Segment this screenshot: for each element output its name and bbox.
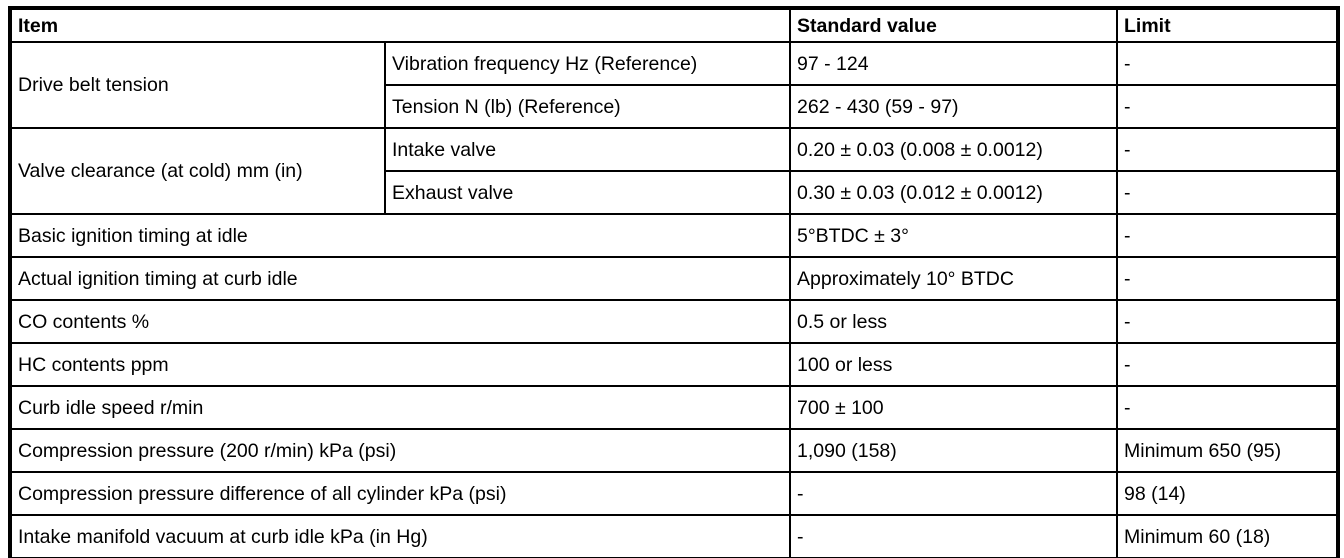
standard-value-cell: 0.20 ± 0.03 (0.008 ± 0.0012) — [789, 127, 1119, 172]
limit-cell: - — [1116, 170, 1340, 215]
standard-value-cell: 97 - 124 — [789, 41, 1119, 86]
table-row: HC contents ppm 100 or less - — [8, 342, 1340, 387]
standard-value-cell: 262 - 430 (59 - 97) — [789, 84, 1119, 129]
limit-cell: - — [1116, 127, 1340, 172]
limit-cell: - — [1116, 213, 1340, 258]
table-row: Curb idle speed r/min 700 ± 100 - — [8, 385, 1340, 430]
column-header-standard-value: Standard value — [789, 7, 1119, 43]
limit-cell: 98 (14) — [1116, 471, 1340, 516]
standard-value-cell: 1,090 (158) — [789, 428, 1119, 473]
item-cell: Compression pressure (200 r/min) kPa (ps… — [8, 428, 792, 473]
column-header-item: Item — [8, 7, 792, 43]
sub-item-cell: Intake valve — [383, 127, 792, 172]
table-row: CO contents % 0.5 or less - — [8, 299, 1340, 344]
sub-item-cell: Exhaust valve — [383, 170, 792, 215]
table-row: Actual ignition timing at curb idle Appr… — [8, 256, 1340, 301]
limit-cell: - — [1116, 385, 1340, 430]
standard-value-cell: 700 ± 100 — [789, 385, 1119, 430]
column-header-limit: Limit — [1116, 7, 1340, 43]
limit-cell: Minimum 650 (95) — [1116, 428, 1340, 473]
table-header-row: Item Standard value Limit — [8, 7, 1340, 43]
item-cell: Intake manifold vacuum at curb idle kPa … — [8, 514, 792, 558]
item-cell: CO contents % — [8, 299, 792, 344]
standard-value-cell: Approximately 10° BTDC — [789, 256, 1119, 301]
standard-value-cell: 5°BTDC ± 3° — [789, 213, 1119, 258]
table-row: Intake manifold vacuum at curb idle kPa … — [8, 514, 1340, 558]
item-cell: Basic ignition timing at idle — [8, 213, 792, 258]
standard-value-cell: - — [789, 471, 1119, 516]
engine-adjustment-spec-table: Item Standard value Limit Drive belt ten… — [8, 6, 1341, 558]
table-row: Compression pressure difference of all c… — [8, 471, 1340, 516]
limit-cell: - — [1116, 256, 1340, 301]
table-row: Valve clearance (at cold) mm (in) Intake… — [9, 127, 1340, 215]
standard-value-cell: 0.30 ± 0.03 (0.012 ± 0.0012) — [789, 170, 1119, 215]
standard-value-cell: 100 or less — [789, 342, 1119, 387]
table-row: Drive belt tension Vibration frequency H… — [9, 41, 1340, 129]
item-cell: Drive belt tension — [9, 41, 386, 129]
limit-cell: - — [1116, 342, 1340, 387]
limit-cell: - — [1116, 41, 1340, 86]
item-cell: Valve clearance (at cold) mm (in) — [9, 127, 386, 215]
limit-cell: - — [1116, 299, 1340, 344]
sub-item-cell: Tension N (lb) (Reference) — [383, 84, 792, 129]
table-row: Basic ignition timing at idle 5°BTDC ± 3… — [8, 213, 1340, 258]
standard-value-cell: 0.5 or less — [789, 299, 1119, 344]
table-row: Compression pressure (200 r/min) kPa (ps… — [8, 428, 1340, 473]
standard-value-cell: - — [789, 514, 1119, 558]
limit-cell: - — [1116, 84, 1340, 129]
sub-item-cell: Vibration frequency Hz (Reference) — [383, 41, 792, 86]
item-cell: Compression pressure difference of all c… — [8, 471, 792, 516]
item-cell: HC contents ppm — [8, 342, 792, 387]
item-cell: Actual ignition timing at curb idle — [8, 256, 792, 301]
table-row: Tension N (lb) (Reference) 262 - 430 (59… — [10, 84, 1340, 129]
table-row: Exhaust valve 0.30 ± 0.03 (0.012 ± 0.001… — [10, 170, 1340, 215]
limit-cell: Minimum 60 (18) — [1116, 514, 1340, 558]
item-cell: Curb idle speed r/min — [8, 385, 792, 430]
